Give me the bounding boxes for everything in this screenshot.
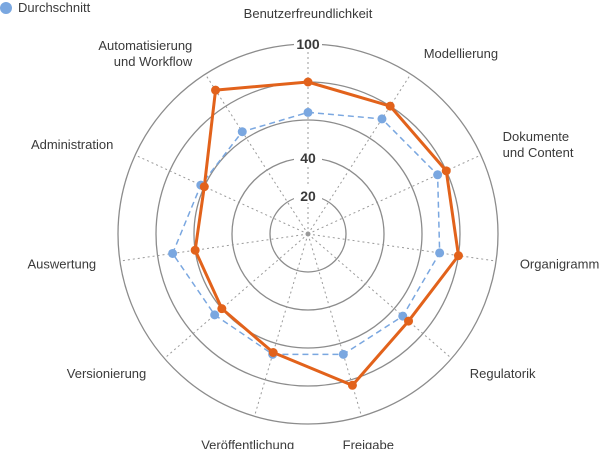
legend-label-durchschnitt: Durchschnitt	[18, 0, 91, 15]
axis-label-1: Benutzerfreundlichkeit	[244, 6, 373, 21]
grid-spoke-8	[164, 233, 309, 359]
tick-label-100: 100	[296, 36, 320, 52]
data-point-main-2	[385, 101, 395, 111]
grid-spoke-11	[204, 73, 309, 235]
axis-label-4: Organigramm	[520, 256, 599, 271]
axis-label-7: Veröffentlichung	[201, 437, 294, 449]
axis-label-9: Auswertung	[28, 256, 97, 271]
data-point-durchschnitt-11	[237, 127, 247, 137]
tick-label-40: 40	[300, 150, 316, 166]
data-point-main-3	[441, 166, 451, 176]
grid-spoke-9	[119, 233, 309, 262]
axis-label-8: Versionierung	[67, 366, 147, 381]
axis-label-11: Automatisierung und Workflow	[98, 38, 193, 69]
data-point-main-7	[268, 347, 278, 357]
center-point	[305, 231, 311, 237]
tick-label-bg-100	[294, 35, 322, 51]
data-point-durchschnitt-2	[377, 114, 387, 124]
grid-ring-3	[193, 119, 423, 349]
axis-label-3: Dokumente und Content	[503, 129, 574, 160]
data-point-main-6	[347, 380, 357, 390]
data-point-main-4	[453, 251, 463, 261]
series-line-durchschnitt	[171, 111, 441, 356]
data-point-main-9	[190, 245, 200, 255]
data-point-durchschnitt-8	[210, 310, 220, 320]
grid-spoke-2	[307, 73, 412, 235]
data-point-durchschnitt-1	[303, 107, 313, 117]
axis-label-6: Freigabe	[343, 437, 394, 449]
grid-spoke-3	[307, 154, 482, 235]
axis-label-2: Modellierung	[424, 46, 498, 61]
tick-label-bg-20	[294, 187, 322, 203]
grid-spoke-6	[307, 233, 363, 417]
legend: Durchschnitt	[0, 0, 90, 15]
legend-marker-durchschnitt	[0, 1, 12, 14]
data-point-durchschnitt-6	[338, 349, 348, 359]
grid-spoke-4	[307, 233, 497, 262]
data-point-durchschnitt-3	[433, 170, 443, 180]
grid-spoke-7	[253, 233, 309, 417]
tick-label-bg-40	[294, 149, 322, 165]
axis-label-10: Administration	[31, 137, 113, 152]
series-line-main	[193, 80, 460, 387]
grid-spoke-5	[307, 233, 452, 359]
data-point-durchschnitt-4	[435, 248, 445, 258]
data-point-durchschnitt-9	[168, 248, 178, 258]
data-point-main-11	[211, 85, 221, 95]
data-point-main-8	[217, 304, 227, 314]
tick-label-20: 20	[300, 188, 316, 204]
grid-spoke-10	[134, 154, 309, 235]
data-point-main-1	[303, 77, 313, 87]
data-point-main-10	[199, 182, 209, 192]
axis-label-5: Regulatorik	[470, 366, 536, 381]
data-point-main-5	[404, 316, 414, 326]
